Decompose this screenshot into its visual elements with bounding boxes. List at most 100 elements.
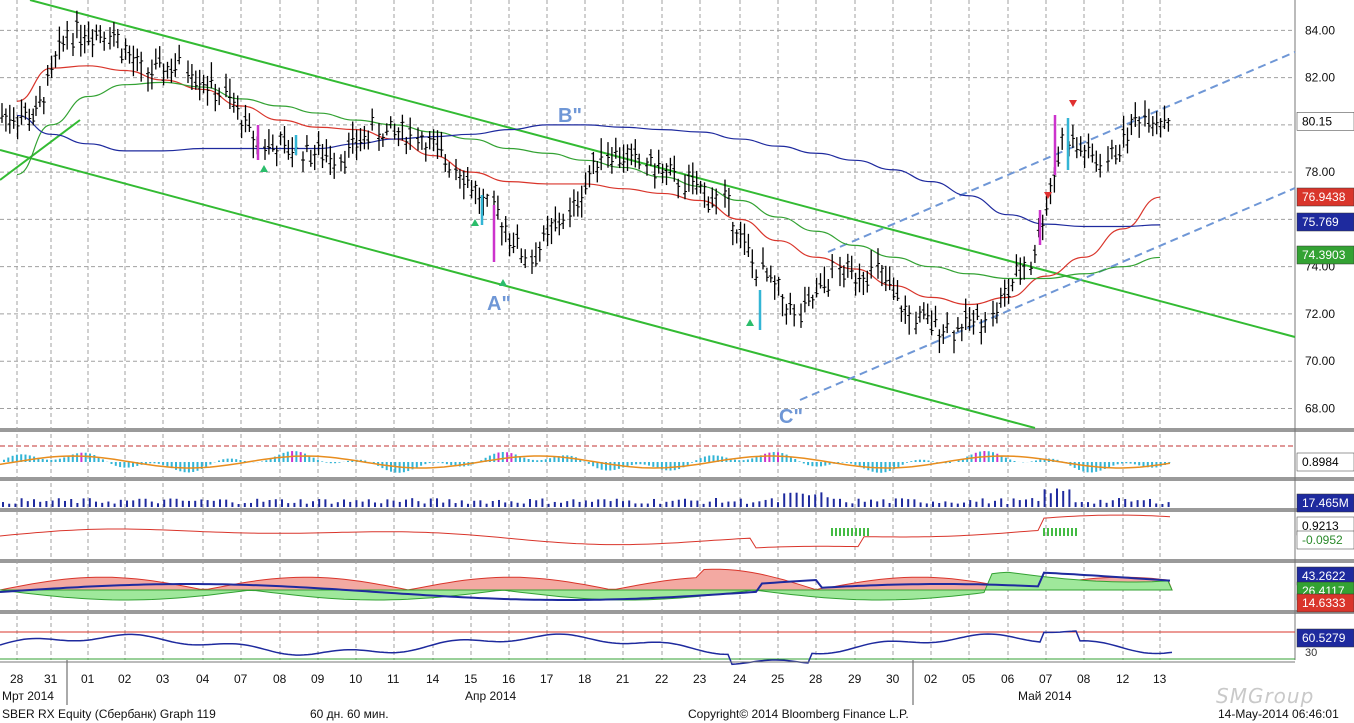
last-price-box: 80.15 — [1296, 112, 1354, 131]
x-month-label: Май 2014 — [1018, 689, 1072, 703]
y-tick-label: 82.00 — [1305, 71, 1335, 85]
panel-separator-3 — [0, 559, 1354, 563]
dashed-channel-upper — [827, 51, 1296, 253]
dmi-panel — [0, 568, 1173, 601]
up-triangle-marker — [260, 165, 268, 172]
volume-value-box-bg — [1296, 493, 1354, 513]
y-tick-label: 78.00 — [1305, 165, 1335, 179]
x-tick-label: 01 — [81, 672, 95, 686]
channel-lower-line — [0, 149, 1036, 429]
x-tick-label: 16 — [502, 672, 516, 686]
volume-value-box: 17.465M — [1296, 493, 1354, 513]
x-month-label: Мрт 2014 — [2, 689, 54, 703]
osc-value-box-text: 0.8984 — [1302, 455, 1339, 469]
wave-label-a: A" — [487, 293, 511, 315]
x-tick-label: 30 — [886, 672, 900, 686]
volume-panel — [2, 488, 1170, 507]
osc2-value-box-1-text: 0.9213 — [1302, 519, 1339, 533]
up-triangle-marker — [471, 219, 479, 226]
ma-blue-line — [16, 114, 1161, 228]
x-tick-label: 24 — [733, 672, 747, 686]
x-tick-label: 10 — [349, 672, 363, 686]
channel-left-line — [0, 119, 81, 181]
osc-value-box: 0.8984 — [1296, 452, 1354, 472]
down-triangle-marker — [1069, 100, 1077, 107]
osc-value-box-bg — [1296, 452, 1354, 472]
ma-red-value-box-text: 76.9438 — [1302, 190, 1346, 204]
y-tick-label: 70.00 — [1305, 354, 1335, 368]
ma-red-value-box: 76.9438 — [1296, 187, 1354, 207]
osc2-line — [0, 514, 1171, 549]
ma-red-line — [16, 65, 1161, 306]
x-tick-label: 13 — [1153, 672, 1167, 686]
dmi-value-box-1: 43.2622 — [1296, 566, 1354, 586]
ma-green-value-box-text: 74.3903 — [1302, 248, 1346, 262]
ma-green-value-box-bg — [1296, 245, 1354, 265]
oscillator-histogram-panel — [0, 445, 1295, 473]
ma-green-line — [16, 81, 1161, 280]
x-tick-label: 28 — [10, 672, 24, 686]
x-tick-label: 22 — [655, 672, 669, 686]
x-tick-label: 28 — [809, 672, 823, 686]
dmi-value-box-1-text: 43.2622 — [1302, 569, 1346, 583]
x-tick-label: 17 — [540, 672, 554, 686]
osc2-value-box-2-text: -0.0952 — [1302, 533, 1343, 547]
watermark-logo: SMGroup — [1216, 684, 1315, 708]
up-triangle-marker — [499, 279, 507, 286]
price-bars — [0, 10, 1171, 354]
x-tick-label: 04 — [196, 672, 210, 686]
y-tick-label: 68.00 — [1305, 401, 1335, 415]
osc2-value-box-2-bg — [1296, 530, 1354, 550]
y-tick-label: 84.00 — [1305, 23, 1335, 37]
osc-signal-line — [0, 455, 1171, 469]
x-tick-label: 11 — [387, 672, 400, 686]
footer-period: 60 дн. 60 мин. — [310, 707, 389, 721]
wave-label-b: B" — [558, 105, 582, 127]
x-tick-label: 08 — [273, 672, 287, 686]
x-tick-label: 02 — [118, 672, 132, 686]
x-tick-label: 12 — [1116, 672, 1130, 686]
rsi-level-label: 30 — [1305, 647, 1317, 659]
x-tick-label: 06 — [1001, 672, 1015, 686]
x-tick-label: 23 — [693, 672, 707, 686]
dmi-value-box-3: 14.6333 — [1296, 593, 1354, 613]
footer-timestamp: 14-May-2014 06:46:01 — [1218, 707, 1339, 721]
x-tick-label: 18 — [578, 672, 592, 686]
rsi-value-box-bg — [1296, 628, 1354, 648]
x-tick-label: 21 — [616, 672, 630, 686]
rsi-value-box-text: 60.5279 — [1302, 631, 1346, 645]
x-tick-label: 25 — [771, 672, 785, 686]
x-tick-label: 07 — [1039, 672, 1053, 686]
osc2-value-box-1: 0.9213 — [1296, 516, 1354, 536]
x-tick-label: 15 — [464, 672, 478, 686]
x-axis: 28 31 01 02 03 04 07 08 09 10 11 14 15 16 17 18 21 22 23 24… — [0, 661, 1295, 703]
up-triangle-marker — [746, 319, 754, 326]
channel-lines — [0, 0, 1296, 429]
x-tick-label: 14 — [426, 672, 440, 686]
osc2-value-box-2: -0.0952 — [1296, 530, 1354, 550]
ma-red-value-box-bg — [1296, 187, 1354, 207]
dashed-channel-lower — [799, 187, 1296, 401]
x-tick-label: 08 — [1077, 672, 1091, 686]
dmi-value-box-3-text: 14.6333 — [1302, 596, 1346, 610]
rsi-line — [0, 630, 1173, 666]
footer-copyright: Copyright© 2014 Bloomberg Finance L.P. — [688, 707, 909, 721]
dmi-value-box-3-bg — [1296, 593, 1354, 613]
ma-green-value-box: 74.3903 — [1296, 245, 1354, 265]
y-tick-label: 72.00 — [1305, 307, 1335, 321]
volume-value-box-text: 17.465M — [1302, 496, 1349, 510]
wave-label-c: C" — [779, 406, 803, 428]
x-tick-label: 29 — [848, 672, 862, 686]
rsi-panel: 30 — [0, 630, 1317, 666]
footer-security: SBER RX Equity (Сбербанк) Graph 119 — [2, 707, 216, 721]
x-month-label: Апр 2014 — [465, 689, 517, 703]
last-price-box-text: 80.15 — [1302, 114, 1332, 128]
x-tick-label: 07 — [234, 672, 248, 686]
ma-blue-value-box-bg — [1296, 212, 1354, 232]
panel-separator-0 — [0, 428, 1354, 432]
rsi-value-box: 60.5279 — [1296, 628, 1354, 648]
signal-markers — [260, 100, 1077, 326]
ma-blue-value-box: 75.769 — [1296, 212, 1354, 232]
x-tick-label: 02 — [924, 672, 938, 686]
